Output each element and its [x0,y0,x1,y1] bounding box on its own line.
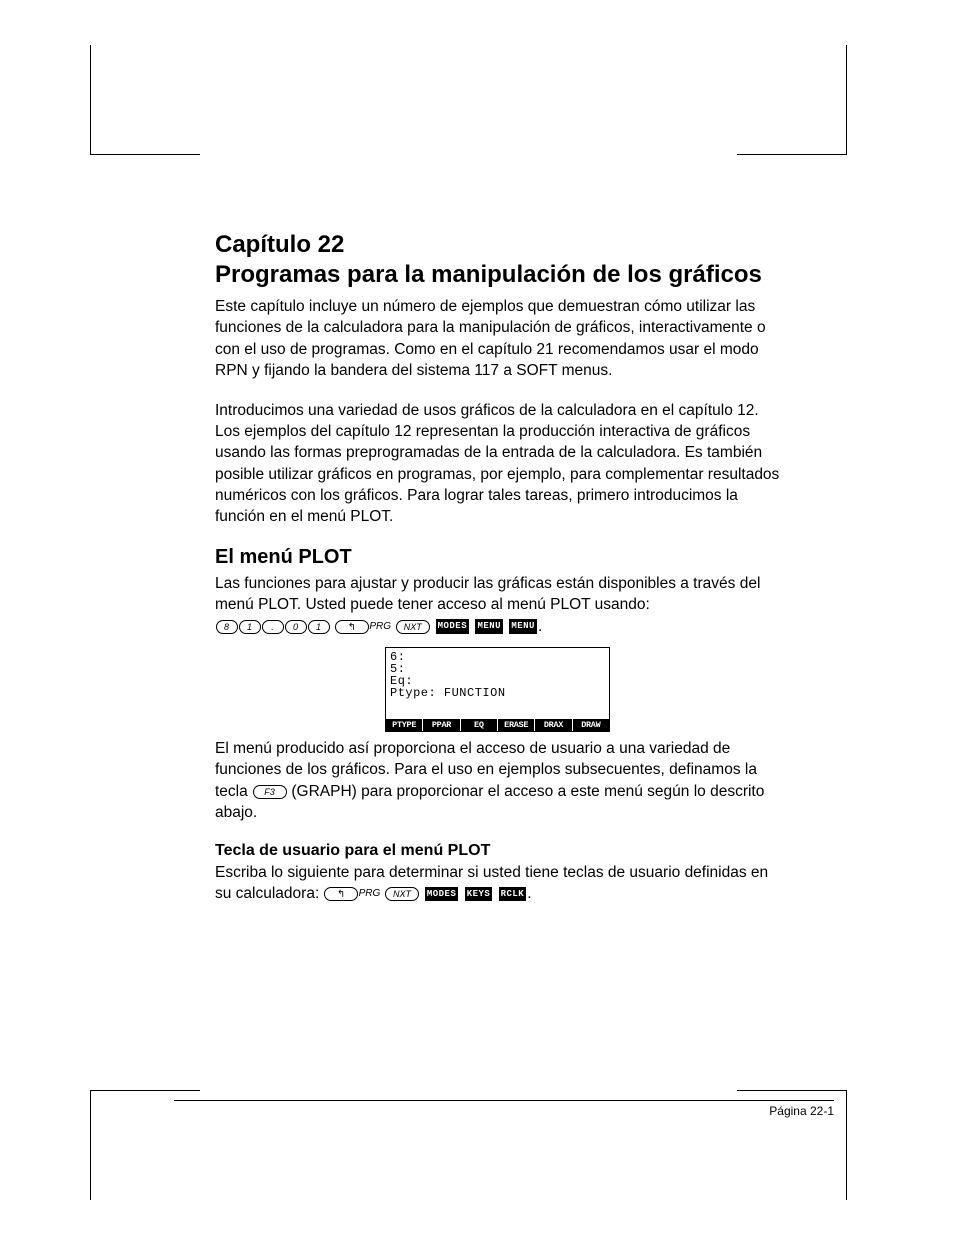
key-f3: F3 [253,785,287,799]
intro-paragraph-1: Este capítulo incluye un número de ejemp… [215,296,780,382]
screen-menu-drax: DRAX [535,719,572,731]
calculator-screenshot: 6: 5: Eq: Ptype: FUNCTION PTYPE PPAR EQ … [385,647,610,732]
key-1b: 1 [308,620,330,634]
paragraph-after-screenshot: El menú producido así proporciona el acc… [215,738,780,824]
softkey-modes-2: MODES [425,887,459,901]
subsection-userkey-intro: Escriba lo siguiente para determinar si … [215,862,780,905]
screen-softmenu: PTYPE PPAR EQ ERASE DRAX DRAW [386,719,609,731]
key-1: 1 [239,620,261,634]
intro-paragraph-2: Introducimos una variedad de usos gráfic… [215,400,780,528]
key-8: 8 [216,620,238,634]
section-plot-intro-text: Las funciones para ajustar y producir la… [215,575,760,613]
subsection-userkey-heading: Tecla de usuario para el menú PLOT [215,842,780,860]
key-dot: . [262,620,284,634]
crop-mark-top-right [737,45,847,155]
screen-menu-ptype: PTYPE [386,719,423,731]
screen-line-4: Ptype: FUNCTION [390,686,506,700]
chapter-number: Capítulo 22 [215,230,780,260]
screen-body: 6: 5: Eq: Ptype: FUNCTION [386,648,609,719]
softkey-rclk: RCLK [499,887,527,901]
softkey-menu-2: MENU [509,619,537,633]
screen-menu-ppar: PPAR [423,719,460,731]
key-leftshift-icon-2 [324,887,358,901]
page-footer: Página 22-1 [174,1100,834,1118]
key-nxt-2: NXT [385,887,419,901]
chapter-title: Programas para la manipulación de los gr… [215,260,780,290]
key-prg-label-2: PRG [359,888,381,899]
screen-menu-erase: ERASE [498,719,535,731]
page-number: Página 22-1 [769,1104,834,1118]
page-content: Capítulo 22 Programas para la manipulaci… [215,230,780,922]
softkey-modes: MODES [436,619,470,633]
key-sequence-1: 81.01 PRG NXT MODES MENU MENU. [215,618,542,635]
crop-mark-top-left [90,45,200,155]
screen-menu-eq: EQ [461,719,498,731]
section-plot-intro: Las funciones para ajustar y producir la… [215,573,780,637]
softkey-keys: KEYS [465,887,493,901]
screen-menu-draw: DRAW [573,719,609,731]
section-plot-heading: El menú PLOT [215,546,780,569]
key-prg-label: PRG [369,621,391,632]
key-nxt: NXT [396,620,430,634]
para3-part-b: (GRAPH) para proporcionar el acceso a es… [215,783,764,821]
key-0: 0 [285,620,307,634]
softkey-menu-1: MENU [475,619,503,633]
key-leftshift-icon [335,620,369,634]
